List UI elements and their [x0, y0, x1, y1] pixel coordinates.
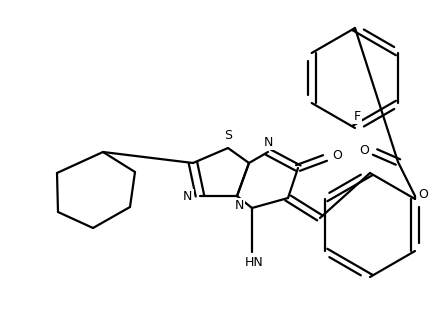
Text: O: O	[359, 144, 369, 157]
Text: F: F	[353, 111, 360, 123]
Text: HN: HN	[244, 255, 263, 269]
Text: S: S	[224, 129, 231, 142]
Text: O: O	[332, 149, 341, 162]
Text: O: O	[418, 188, 427, 201]
Text: N: N	[183, 190, 192, 203]
Text: N: N	[234, 199, 243, 212]
Text: N: N	[263, 136, 272, 149]
